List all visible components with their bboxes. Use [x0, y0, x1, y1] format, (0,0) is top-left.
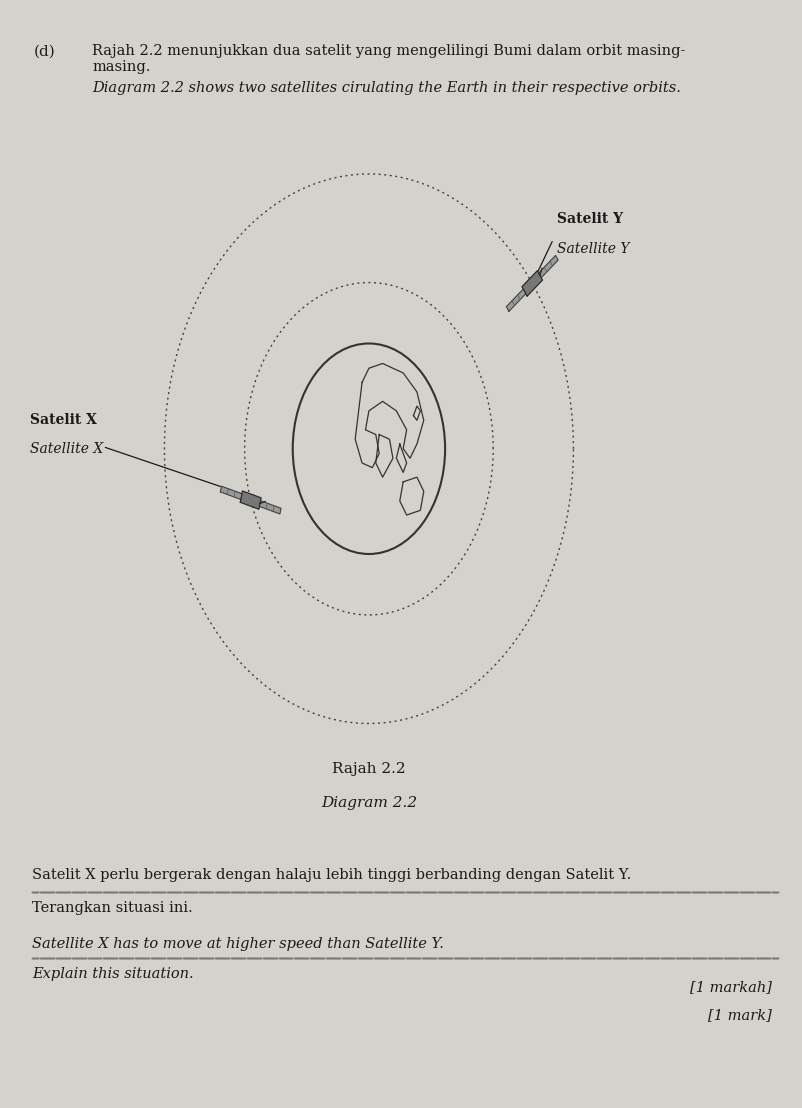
Text: Satellite Y: Satellite Y	[557, 242, 630, 256]
Text: Terangkan situasi ini.: Terangkan situasi ini.	[32, 901, 192, 915]
Text: masing.: masing.	[92, 60, 151, 74]
Text: Satellite X has to move at higher speed than Satellite Y.: Satellite X has to move at higher speed …	[32, 937, 444, 952]
Text: Diagram 2.2: Diagram 2.2	[321, 796, 417, 810]
Polygon shape	[539, 256, 558, 278]
Text: Rajah 2.2: Rajah 2.2	[332, 762, 406, 777]
Polygon shape	[522, 270, 542, 296]
Text: Satelit X: Satelit X	[30, 412, 97, 427]
Text: Satelit Y: Satelit Y	[557, 212, 623, 226]
Text: Satellite X: Satellite X	[30, 442, 103, 456]
Text: Satelit X perlu bergerak dengan halaju lebih tinggi berbanding dengan Satelit Y.: Satelit X perlu bergerak dengan halaju l…	[32, 868, 631, 882]
Polygon shape	[221, 486, 242, 500]
Text: Explain this situation.: Explain this situation.	[32, 967, 194, 982]
Polygon shape	[259, 501, 281, 514]
Text: (d): (d)	[34, 44, 55, 59]
Text: [1 markah]: [1 markah]	[690, 981, 772, 995]
Text: Rajah 2.2 menunjukkan dua satelit yang mengelilingi Bumi dalam orbit masing-: Rajah 2.2 menunjukkan dua satelit yang m…	[92, 44, 686, 59]
Text: [1 mark]: [1 mark]	[707, 1008, 772, 1023]
Polygon shape	[506, 289, 526, 311]
Text: Diagram 2.2 shows two satellites cirulating the Earth in their respective orbits: Diagram 2.2 shows two satellites cirulat…	[92, 81, 681, 95]
Polygon shape	[241, 491, 261, 510]
